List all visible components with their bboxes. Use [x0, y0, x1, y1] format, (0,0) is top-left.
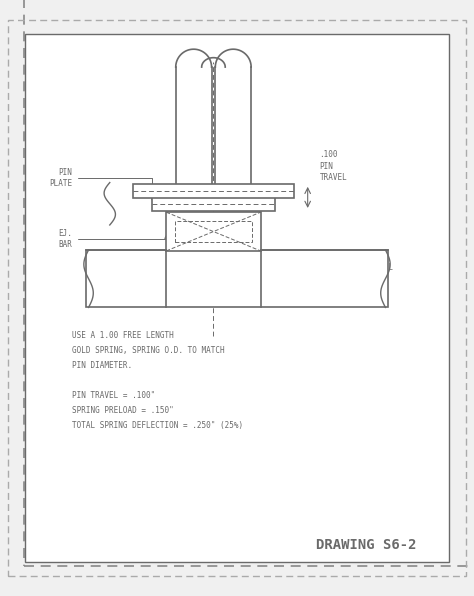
Text: USE A 1.00 FREE LENGTH: USE A 1.00 FREE LENGTH [72, 331, 174, 340]
Text: PIN DIAMETER.: PIN DIAMETER. [72, 361, 132, 370]
Text: PIN
PLATE: PIN PLATE [49, 168, 154, 200]
Text: EJ.
BAR: EJ. BAR [58, 229, 168, 249]
Bar [152, 197, 275, 211]
Text: SPRING PRELOAD = .150": SPRING PRELOAD = .150" [72, 406, 174, 415]
Bar [133, 184, 293, 198]
Bar [166, 212, 261, 251]
Text: TOTAL SPRING DEFLECTION = .250" (25%): TOTAL SPRING DEFLECTION = .250" (25%) [72, 421, 243, 430]
Text: .100
PIN
TRAVEL: .100 PIN TRAVEL [319, 150, 347, 182]
Text: DRAWING S6-2: DRAWING S6-2 [316, 538, 416, 552]
Text: .750 SPRING WELL: .750 SPRING WELL [319, 263, 393, 272]
Text: PIN TRAVEL = .100": PIN TRAVEL = .100" [72, 392, 155, 401]
Bar [86, 250, 388, 308]
Bar [175, 221, 252, 243]
Text: GOLD SPRING, SPRING O.D. TO MATCH: GOLD SPRING, SPRING O.D. TO MATCH [72, 346, 225, 355]
